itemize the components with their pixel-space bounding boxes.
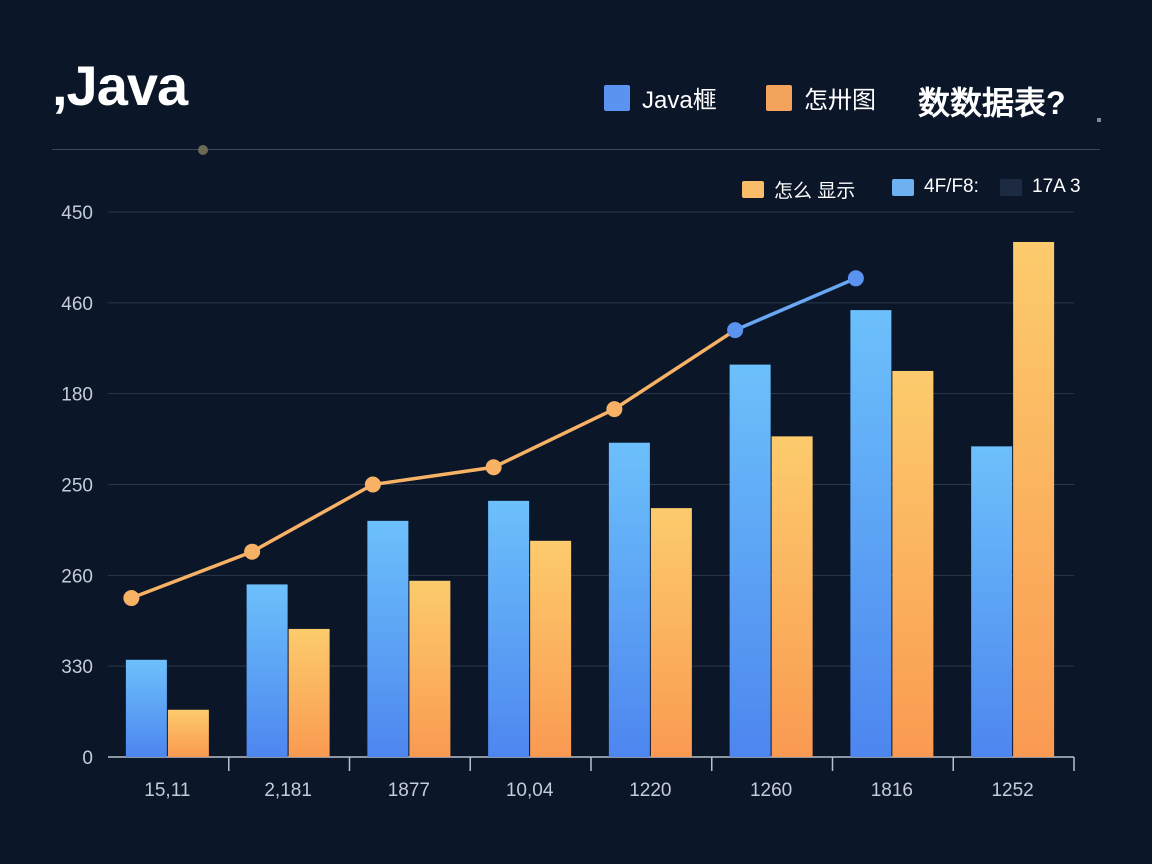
bar-layer <box>125 241 1055 758</box>
legend-item-java[interactable]: Java榧 <box>604 80 717 115</box>
trend-segment-1 <box>250 482 375 554</box>
bar-blue-7 <box>971 446 1013 757</box>
legend-swatch-blue <box>604 84 630 111</box>
bar-blue-3 <box>488 500 530 757</box>
sub-legend-swatch-3 <box>1000 178 1022 196</box>
bar-blue-1 <box>246 584 288 757</box>
edge-dot <box>1097 118 1101 122</box>
trend-segment-5 <box>733 276 858 332</box>
label-layer: 0 330 260 250 180 460 450 15,11 2,181 1877 10,04 12… <box>61 203 1033 801</box>
bar-blue-0 <box>125 659 167 757</box>
bar-orange-5 <box>771 436 813 757</box>
legend-label-java: Java榧 <box>642 87 717 114</box>
sub-legend-swatch-2 <box>892 178 914 196</box>
trend-segment-4 <box>612 328 737 411</box>
bar-orange-4 <box>650 508 692 757</box>
bar-orange-1 <box>288 628 330 757</box>
bar-orange-6 <box>892 370 934 757</box>
x-tick-label-4: 1220 <box>629 780 671 801</box>
sub-legend-item-3[interactable]: 17A 3 <box>1000 176 1081 198</box>
trend-point-2 <box>364 476 381 493</box>
header-divider <box>52 149 1100 150</box>
trend-point-0 <box>123 590 140 607</box>
x-tick-label-6: 1816 <box>871 780 913 801</box>
legend-swatch-orange <box>766 84 792 111</box>
trend-point-5 <box>727 322 744 339</box>
x-tick-label-0: 15,11 <box>144 780 190 801</box>
divider-knob[interactable] <box>198 145 208 155</box>
x-tick-label-7: 1252 <box>991 780 1033 801</box>
y-tick-label-3: 250 <box>61 476 93 497</box>
trend-point-1 <box>244 543 261 560</box>
sub-legend-item-1[interactable]: 怎么 显示 <box>742 176 855 203</box>
sub-legend-label-1: 怎么 显示 <box>774 181 856 202</box>
y-tick-label-4: 180 <box>61 385 93 406</box>
bar-orange-2 <box>409 580 451 757</box>
bar-orange-3 <box>530 540 572 757</box>
trend-segment-0 <box>129 549 254 600</box>
bar-blue-6 <box>850 310 892 757</box>
bar-blue-5 <box>729 364 771 757</box>
sub-legend-label-3: 17A 3 <box>1032 176 1081 197</box>
x-tick-label-1: 2,181 <box>264 780 312 801</box>
page-question: 数数据表? <box>918 85 1066 121</box>
bar-blue-4 <box>608 442 650 757</box>
sub-legend-swatch-1 <box>742 181 764 198</box>
legend-item-orange[interactable]: 怎卅图 <box>766 80 876 115</box>
sub-legend-label-2: 4F/F8: <box>924 176 979 197</box>
x-tick-label-3: 10,04 <box>506 780 554 801</box>
grid-layer <box>108 211 1075 771</box>
legend-label-orange: 怎卅图 <box>804 87 876 114</box>
bar-blue-2 <box>367 520 409 757</box>
trend-segment-2 <box>371 465 496 487</box>
y-tick-label-2: 260 <box>61 566 93 587</box>
trend-point-6 <box>847 270 864 287</box>
line-layer <box>123 270 864 607</box>
y-tick-label-1: 330 <box>61 657 93 678</box>
page-title: ,Java <box>52 54 188 117</box>
y-tick-label-0: 0 <box>82 748 93 769</box>
trend-point-3 <box>485 459 502 476</box>
trend-point-4 <box>606 401 623 418</box>
y-tick-label-6: 450 <box>61 203 93 224</box>
x-tick-label-2: 1877 <box>388 780 430 801</box>
bar-orange-0 <box>167 709 209 757</box>
trend-segment-3 <box>491 407 617 469</box>
x-tick-label-5: 1260 <box>750 780 792 801</box>
y-tick-label-5: 460 <box>61 294 93 315</box>
bar-orange-7 <box>1013 241 1055 758</box>
sub-legend-item-2[interactable]: 4F/F8: <box>892 176 979 198</box>
